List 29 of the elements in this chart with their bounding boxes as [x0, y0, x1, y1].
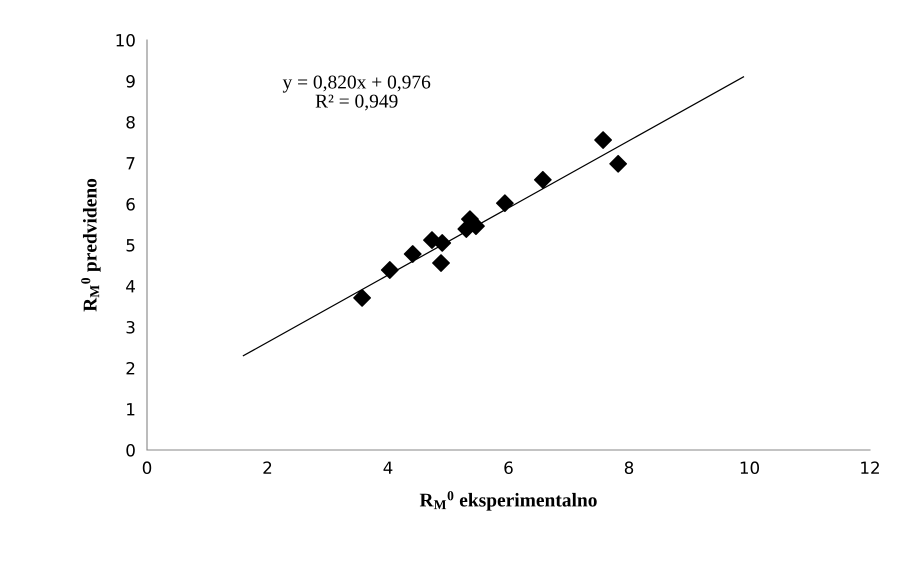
- x-tick-label: 2: [263, 461, 272, 474]
- x-tick-label: 4: [384, 462, 392, 474]
- point: [594, 131, 612, 149]
- y-tick-label: 10: [116, 34, 135, 47]
- x-tick-label: 8: [624, 461, 634, 474]
- x-tick-label: 10: [740, 461, 759, 474]
- y-tick-label: 8: [126, 116, 135, 129]
- y-tick-label: 6: [126, 198, 135, 211]
- x-tick-label: 6: [504, 461, 513, 474]
- y-tick-label: 4: [126, 280, 135, 292]
- y-tick-label: 3: [126, 320, 135, 334]
- point: [609, 154, 628, 173]
- point: [432, 254, 450, 272]
- point: [353, 288, 372, 307]
- point: [534, 170, 552, 189]
- annotation: y = 0,820x + 0,976 R² = 0,949: [282, 76, 430, 110]
- point: [496, 194, 514, 212]
- y-tick-label: 0: [126, 444, 135, 457]
- x-axis-title: R$_{M}$$^{0}$ eksperimentalno: [420, 491, 597, 511]
- point: [404, 245, 422, 263]
- x-tick-label: 0: [142, 461, 152, 474]
- y-axis-title: R$_{M}$$^{0}$ predvideno: [81, 178, 101, 312]
- point: [380, 261, 399, 279]
- x-tick-label: 12: [861, 461, 879, 474]
- y-tick-label: 9: [126, 74, 135, 88]
- y-tick-label: 7: [126, 157, 134, 170]
- y-tick-label: 5: [126, 239, 134, 252]
- y-tick-label: 1: [127, 403, 134, 416]
- y-tick-label: 2: [126, 362, 134, 374]
